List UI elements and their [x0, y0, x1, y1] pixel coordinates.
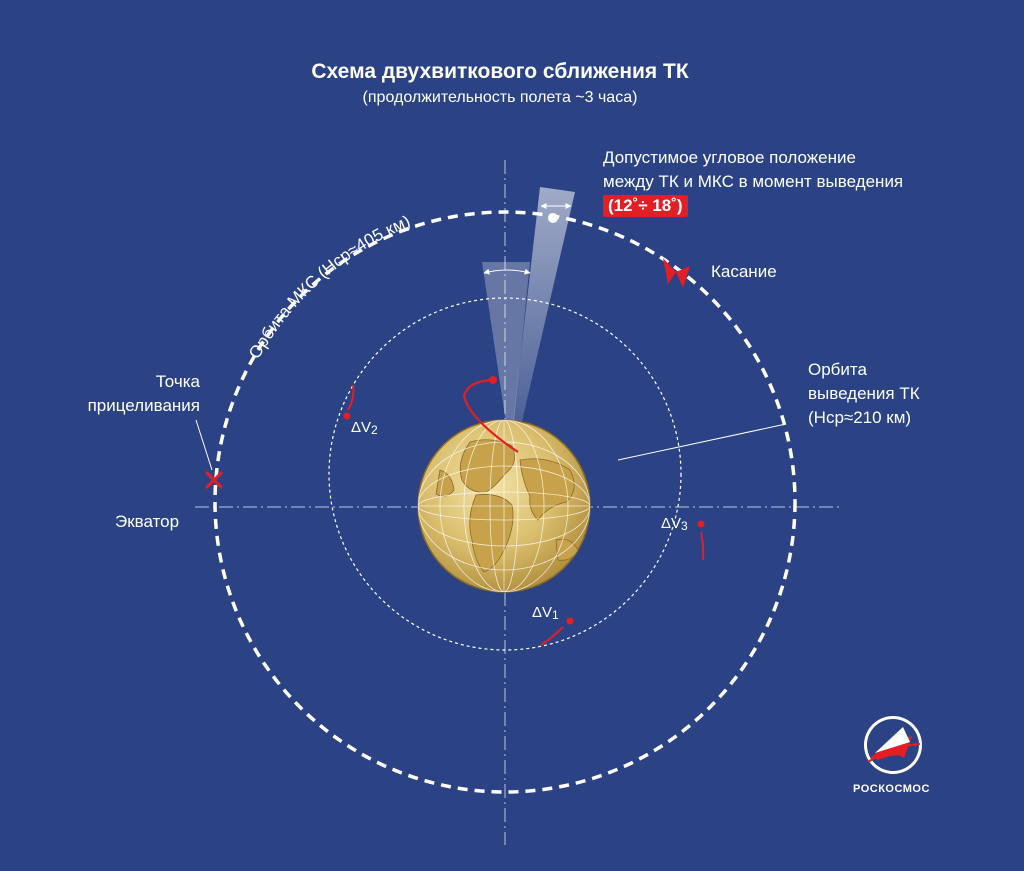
aim-line-1: Точка: [155, 372, 200, 391]
angle-line-2: между ТК и МКС в момент выведения: [603, 172, 904, 191]
orbit-tk-leader-line: [617, 423, 787, 461]
docking-marker-icon: [663, 258, 676, 284]
launch-trajectory: [462, 378, 519, 453]
earth-globe: [417, 419, 591, 593]
angle-range-badge: (12˚÷ 18˚): [603, 195, 688, 217]
brand-name: РОСКОСМОС: [853, 783, 930, 795]
dv2-mark: [343, 384, 355, 420]
dv3-label: ΔV3: [661, 515, 688, 533]
tk-insertion-orbit: [328, 297, 682, 651]
dv1-mark: [540, 617, 574, 646]
aim-point-icon: [204, 470, 224, 490]
dv2-label: ΔV2: [351, 419, 378, 437]
dv1-label: ΔV1: [532, 604, 559, 622]
angle-cone-small: [482, 262, 530, 430]
aim-point-annotation: Точка прицеливания: [66, 370, 200, 418]
cone-arrow-mid: [483, 268, 531, 275]
angle-cone-large: [512, 187, 575, 430]
tk-orbit-line-2: выведения ТК: [808, 384, 920, 403]
iss-orbit: [213, 210, 797, 794]
page-title: Схема двухвиткового сближения ТК: [311, 60, 689, 83]
insertion-point: [489, 376, 497, 384]
angle-line-1: Допустимое угловое положение: [603, 148, 856, 167]
contact-label: Касание: [711, 262, 777, 281]
page-subtitle: (продолжительность полета ~3 часа): [362, 89, 638, 106]
roscosmos-logo: [864, 716, 922, 774]
aim-line-2: прицеливания: [87, 396, 200, 415]
tk-orbit-line-3: (Hср≈210 км): [808, 408, 912, 427]
dv3-mark: [697, 520, 705, 561]
iss-orbit-label: Орбита МКС (Hср≈405 км): [245, 212, 413, 362]
equator-label: Экватор: [115, 512, 180, 531]
docking-marker-icon-b: [676, 266, 690, 288]
aim-leader-line: [195, 419, 213, 471]
angle-annotation: Допустимое угловое положение между ТК и …: [603, 146, 903, 218]
tk-orbit-line-1: Орбита: [808, 360, 867, 379]
tk-orbit-annotation: Орбита выведения ТК (Hср≈210 км): [808, 358, 920, 430]
iss-position-dot: [548, 213, 558, 223]
